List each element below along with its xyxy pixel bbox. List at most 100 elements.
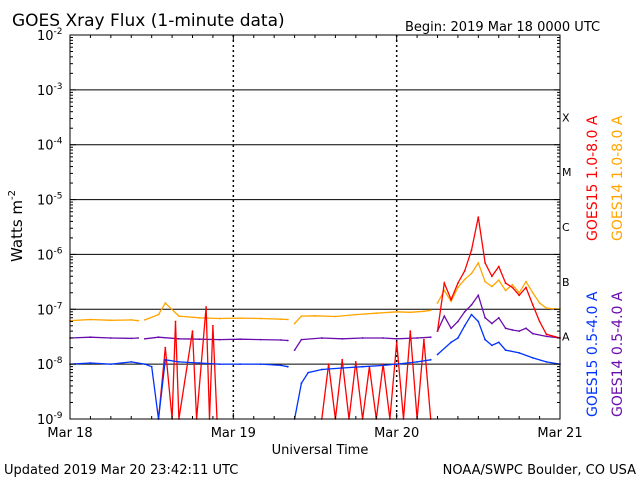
data-point bbox=[484, 280, 486, 283]
data-point bbox=[531, 357, 534, 359]
data-point bbox=[395, 341, 398, 344]
data-point bbox=[395, 363, 398, 365]
data-point bbox=[239, 363, 242, 365]
updated-timestamp: Updated 2019 Mar 20 23:42:11 UTC bbox=[4, 463, 238, 478]
begin-label: Begin: 2019 Mar 18 0000 UTC bbox=[405, 20, 600, 35]
series-2 bbox=[157, 216, 561, 420]
data-point bbox=[436, 353, 439, 356]
series-line bbox=[144, 336, 288, 342]
data-point bbox=[538, 320, 541, 323]
data-point bbox=[178, 337, 180, 340]
y-axis-label: Watts m-2 bbox=[7, 190, 26, 262]
data-point bbox=[361, 365, 364, 368]
y-tick-base: 10 bbox=[37, 139, 54, 154]
data-point bbox=[361, 337, 364, 339]
data-point bbox=[450, 298, 452, 301]
data-point bbox=[477, 216, 480, 219]
y-tick-label: 10-8 bbox=[37, 356, 63, 373]
data-point bbox=[497, 265, 500, 268]
y-tick-label: 10-7 bbox=[37, 301, 63, 318]
y-tick-label: 10-2 bbox=[37, 27, 63, 44]
y-tick-exponent: -4 bbox=[54, 137, 63, 147]
data-point bbox=[518, 291, 521, 294]
y-tick-base: 10 bbox=[37, 413, 54, 428]
legend-entry: GOES15 0.5-4.0 A bbox=[585, 291, 601, 417]
data-point bbox=[450, 341, 452, 344]
data-point bbox=[389, 311, 391, 314]
data-point bbox=[130, 337, 133, 340]
data-point bbox=[164, 358, 167, 361]
series-line bbox=[436, 261, 561, 310]
y-tick-base: 10 bbox=[37, 358, 54, 373]
grid-layer bbox=[70, 35, 560, 419]
data-point bbox=[178, 315, 180, 317]
data-point bbox=[497, 341, 500, 344]
data-point bbox=[354, 361, 357, 363]
data-point bbox=[157, 313, 160, 316]
data-point bbox=[436, 330, 439, 332]
chart-title: GOES Xray Flux (1-minute data) bbox=[12, 11, 285, 31]
data-point bbox=[218, 363, 221, 365]
data-point bbox=[518, 330, 521, 332]
data-point bbox=[341, 367, 344, 369]
data-point bbox=[198, 316, 201, 319]
data-point bbox=[314, 314, 316, 317]
data-point bbox=[538, 302, 541, 304]
series-0 bbox=[69, 261, 561, 325]
data-point bbox=[109, 319, 112, 322]
y-tick-exponent: -3 bbox=[54, 82, 63, 92]
data-point bbox=[545, 333, 548, 336]
credit-label: NOAA/SWPC Boulder, CO USA bbox=[443, 463, 636, 478]
data-point bbox=[174, 320, 177, 323]
data-point bbox=[470, 249, 473, 252]
data-point bbox=[130, 319, 133, 321]
data-point bbox=[395, 310, 398, 313]
data-point bbox=[491, 275, 493, 278]
data-point bbox=[511, 286, 514, 289]
data-point bbox=[354, 313, 357, 316]
data-point bbox=[239, 317, 242, 319]
data-point bbox=[300, 338, 303, 341]
series-line bbox=[69, 336, 139, 340]
data-point bbox=[212, 324, 214, 327]
series-line bbox=[144, 301, 288, 321]
y-tick-exponent: -7 bbox=[54, 301, 63, 311]
flare-class-c: C bbox=[562, 221, 570, 234]
data-point bbox=[395, 337, 398, 340]
data-point bbox=[470, 313, 473, 316]
flare-class-m: M bbox=[562, 166, 572, 179]
data-point bbox=[286, 365, 289, 368]
data-point bbox=[531, 291, 534, 294]
data-point bbox=[491, 285, 493, 288]
y-axis-label-exponent: -2 bbox=[7, 190, 18, 200]
data-point bbox=[293, 349, 296, 351]
data-point bbox=[463, 324, 466, 327]
data-point bbox=[457, 320, 459, 323]
data-point bbox=[320, 337, 323, 339]
data-point bbox=[484, 338, 486, 341]
data-point bbox=[198, 338, 201, 341]
data-point bbox=[259, 363, 262, 365]
data-point bbox=[484, 316, 486, 319]
y-tick-exponent: -6 bbox=[54, 246, 63, 256]
flare-class-a: A bbox=[562, 331, 570, 344]
data-point bbox=[157, 336, 160, 339]
plot-frame bbox=[69, 34, 561, 420]
data-point bbox=[504, 349, 507, 351]
data-point bbox=[191, 330, 194, 332]
y-tick-label: 10-3 bbox=[37, 82, 63, 99]
y-tick-exponent: -8 bbox=[54, 356, 63, 366]
data-point bbox=[89, 336, 92, 339]
data-point bbox=[382, 337, 384, 339]
data-point bbox=[300, 382, 303, 385]
y-tick-label: 10-5 bbox=[37, 192, 63, 209]
data-point bbox=[137, 319, 140, 322]
data-point bbox=[218, 338, 221, 341]
data-point bbox=[511, 329, 514, 331]
legend: GOES15 1.0-8.0 A GOES14 1.0-8.0 A GOES15 0… bbox=[585, 115, 626, 417]
series-line bbox=[321, 331, 432, 420]
data-point bbox=[518, 352, 521, 354]
data-point bbox=[198, 362, 201, 364]
